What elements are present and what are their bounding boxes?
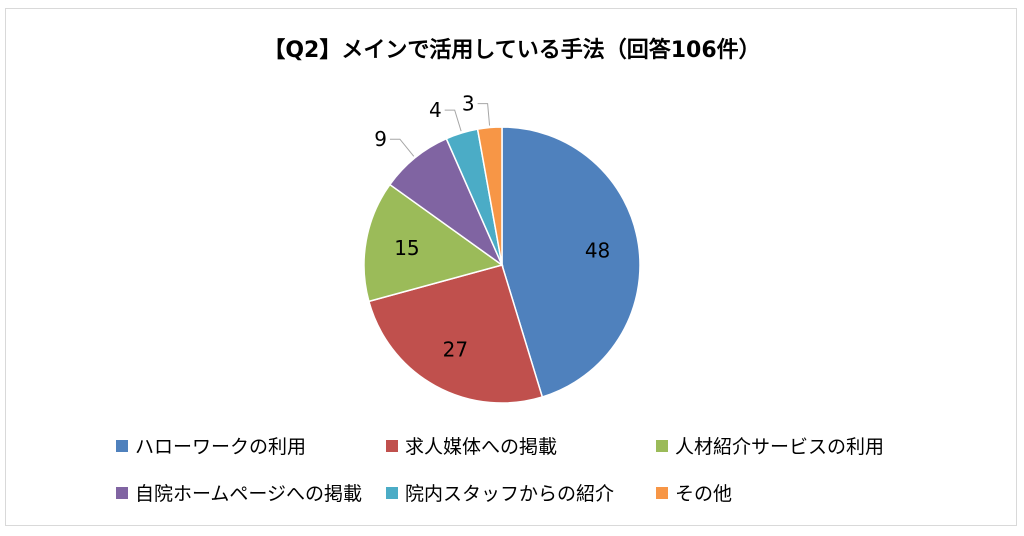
data-label-agency: 15 [394,236,419,260]
data-label-job-media: 27 [443,338,468,362]
data-label-hellowork: 48 [585,239,610,263]
leader-line-staff-referral [444,109,462,132]
data-labels: 48 27 15 9 4 3 [374,92,610,362]
pie-slices [363,126,641,404]
chart-title: 【Q2】メインで活用している手法（回答106件） [263,38,761,63]
data-label-other: 3 [462,92,475,116]
leader-lines [389,103,491,157]
data-label-staff-referral: 4 [429,98,442,122]
pie-slice-job-media [367,264,544,404]
pie-slice-agency [363,183,504,303]
pie-slice-hellowork [501,126,641,398]
data-label-homepage: 9 [374,127,387,151]
pie-slice-other [476,126,503,266]
leader-line-homepage [389,138,415,157]
leader-line-other [477,103,491,126]
